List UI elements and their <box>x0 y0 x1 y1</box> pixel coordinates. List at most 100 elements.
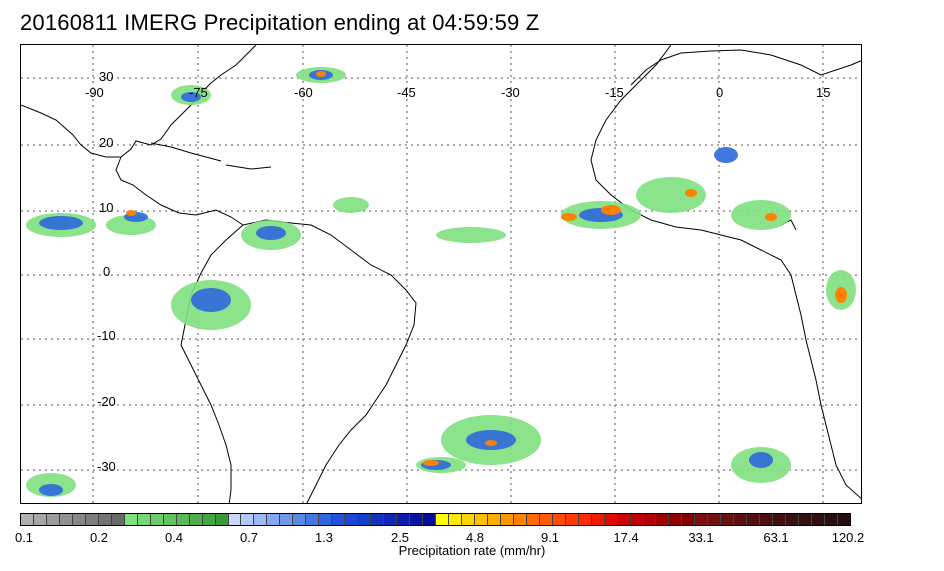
lat-label: 10 <box>99 200 114 215</box>
colorbar-swatch <box>72 514 86 525</box>
colorbar-swatch <box>228 514 242 525</box>
colorbar-swatch <box>526 514 540 525</box>
colorbar-swatch <box>436 514 449 525</box>
colorbar-tick: 0.7 <box>239 530 259 545</box>
colorbar-swatch <box>799 514 813 525</box>
precip-light <box>26 67 856 497</box>
lat-label: -10 <box>97 328 116 343</box>
colorbar-swatch <box>384 514 398 525</box>
graticule <box>21 45 861 503</box>
colorbar-swatch <box>202 514 216 525</box>
precipitation-map: -90 -75 -60 -45 -30 -15 0 15 30 20 10 0 … <box>20 44 862 504</box>
colorbar-swatch <box>656 514 670 525</box>
colorbar-tick: 9.1 <box>540 530 560 545</box>
colorbar-swatch <box>617 514 631 525</box>
colorbar-swatch <box>773 514 787 525</box>
colorbar-swatch <box>838 514 850 525</box>
colorbar-tick: 63.1 <box>763 530 789 545</box>
colorbar-tick: 0.4 <box>164 530 184 545</box>
colorbar-swatch <box>604 514 618 525</box>
colorbar-swatch <box>578 514 592 525</box>
colorbar-swatch <box>280 514 294 525</box>
colorbar-swatch <box>293 514 307 525</box>
colorbar-swatch <box>46 514 60 525</box>
colorbar-tick: 33.1 <box>688 530 714 545</box>
colorbar-swatch <box>630 514 644 525</box>
colorbar-swatch <box>98 514 112 525</box>
colorbar-swatch <box>500 514 514 525</box>
colorbar-tick: 17.4 <box>613 530 639 545</box>
colorbar-swatch <box>241 514 255 525</box>
colorbar-swatch <box>59 514 73 525</box>
colorbar-swatch <box>825 514 839 525</box>
colorbar-swatch <box>565 514 579 525</box>
colorbar-swatch <box>669 514 683 525</box>
lon-label: -30 <box>501 85 520 100</box>
lon-label: -75 <box>189 85 208 100</box>
colorbar-swatch <box>721 514 735 525</box>
colorbar-tick: 1.3 <box>314 530 334 545</box>
colorbar-swatch <box>682 514 696 525</box>
colorbar-swatch <box>760 514 774 525</box>
colorbar-swatch <box>124 514 138 525</box>
colorbar-swatch <box>332 514 346 525</box>
lon-label: 0 <box>716 85 724 100</box>
colorbar-tick: 0.1 <box>14 530 34 545</box>
colorbar-swatch <box>539 514 553 525</box>
colorbar-swatch <box>267 514 281 525</box>
precip-heavy <box>126 71 847 466</box>
colorbar-tick: 120.2 <box>831 530 865 545</box>
colorbar-tick: 0.2 <box>89 530 109 545</box>
colorbar-swatch <box>111 514 125 525</box>
colorbar-swatch <box>215 514 229 525</box>
colorbar-swatch <box>487 514 501 525</box>
colorbar-swatch <box>397 514 411 525</box>
colorbar-swatch <box>33 514 47 525</box>
colorbar-swatch <box>474 514 488 525</box>
colorbar-swatch <box>176 514 190 525</box>
lat-label: 0 <box>103 264 111 279</box>
lon-label: -15 <box>605 85 624 100</box>
map-canvas <box>21 45 861 503</box>
colorbar-swatch <box>695 514 709 525</box>
colorbar-swatch <box>461 514 475 525</box>
lon-label: -60 <box>294 85 313 100</box>
colorbar-swatch <box>786 514 800 525</box>
colorbar-tick: 2.5 <box>390 530 410 545</box>
lon-label: -90 <box>85 85 104 100</box>
lat-label: 30 <box>99 69 114 84</box>
colorbar-swatch <box>358 514 372 525</box>
colorbar-swatch <box>410 514 424 525</box>
colorbar-swatch <box>708 514 722 525</box>
lon-label: -45 <box>397 85 416 100</box>
colorbar-label: Precipitation rate (mm/hr) <box>398 543 546 558</box>
colorbar-swatch <box>734 514 748 525</box>
coastlines <box>21 45 861 503</box>
colorbar-swatch <box>163 514 177 525</box>
map-title: 20160811 IMERG Precipitation ending at 0… <box>20 10 540 35</box>
colorbar-swatch <box>423 514 436 525</box>
colorbar-swatch <box>747 514 761 525</box>
colorbar-swatch <box>345 514 359 525</box>
colorbar-swatch <box>591 514 605 525</box>
colorbar-tick: 4.8 <box>465 530 485 545</box>
colorbar-swatch <box>371 514 385 525</box>
lat-label: 20 <box>99 135 114 150</box>
colorbar-swatch <box>85 514 99 525</box>
colorbar-swatch <box>137 514 151 525</box>
lat-label: -30 <box>97 459 116 474</box>
colorbar-swatch <box>552 514 566 525</box>
colorbar-swatch <box>448 514 462 525</box>
colorbar-swatch <box>319 514 333 525</box>
colorbar-swatch <box>643 514 657 525</box>
colorbar-swatch <box>189 514 203 525</box>
colorbar-swatch <box>254 514 268 525</box>
lat-label: -20 <box>97 394 116 409</box>
colorbar <box>20 513 851 526</box>
lon-label: 15 <box>816 85 831 100</box>
colorbar-swatch <box>21 514 34 525</box>
colorbar-swatch <box>812 514 826 525</box>
colorbar-swatch <box>306 514 320 525</box>
colorbar-swatch <box>513 514 527 525</box>
colorbar-swatch <box>150 514 164 525</box>
